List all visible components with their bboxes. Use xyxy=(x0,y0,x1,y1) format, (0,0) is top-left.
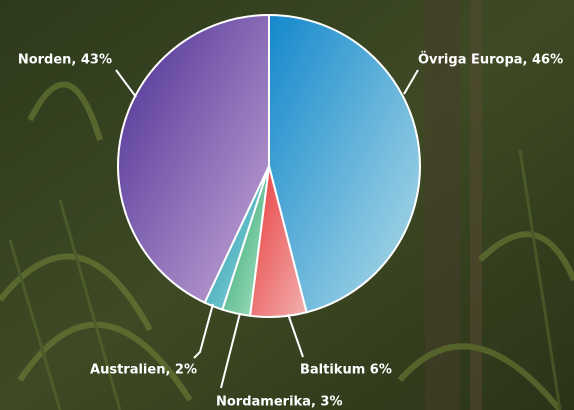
leader-line xyxy=(287,313,304,358)
pie-slice xyxy=(268,13,421,314)
slice-label: Baltikum 6% xyxy=(300,363,392,378)
leader-line xyxy=(115,69,137,98)
pie: Övriga Europa, 46% Baltikum 6% Nordamerika… xyxy=(18,13,563,410)
slice-label: Australien, 2% xyxy=(90,363,197,378)
slice-label: Övriga Europa, 46% xyxy=(418,52,563,68)
leader-line xyxy=(403,69,419,95)
leader-line xyxy=(220,312,241,389)
slice-label: Norden, 43% xyxy=(18,53,112,68)
slice-label: Nordamerika, 3% xyxy=(216,395,342,410)
pie-slice xyxy=(117,13,270,304)
leader-line xyxy=(193,303,214,359)
